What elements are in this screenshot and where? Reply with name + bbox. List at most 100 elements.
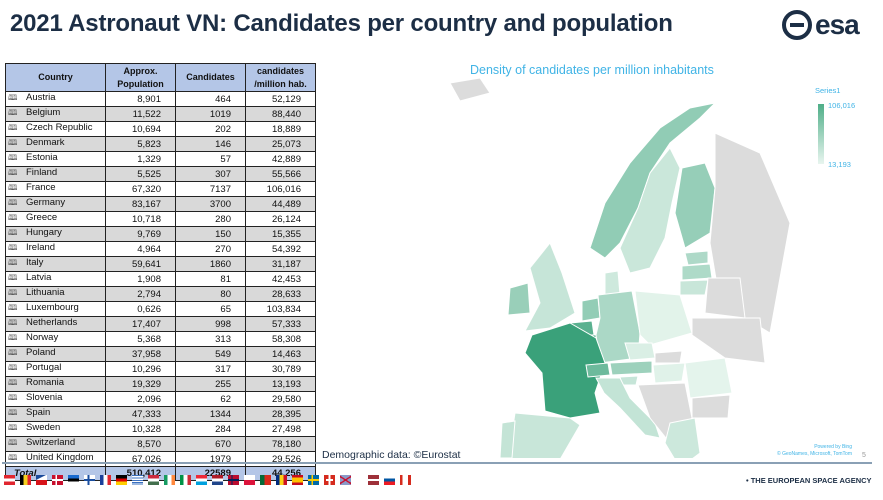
map-region-netherlands[interactable] [581,297,601,322]
cell-text: 150 [215,228,231,240]
map-region-poland[interactable] [634,290,693,346]
cell-text: 47,333 [131,408,161,420]
flag-czech-icon [36,475,47,485]
europe-choropleth-map[interactable] [320,78,870,458]
map-region-portugal[interactable] [499,420,516,458]
cell-text: Norway [26,332,59,343]
map-icon: 🕮 [8,378,18,387]
map-region-united-kingdom[interactable] [524,242,576,332]
map-region-bulgaria[interactable] [691,394,731,419]
cell-country: 🕮 Spain [5,406,106,422]
map-region-france[interactable] [524,322,606,419]
map-region-greece[interactable] [664,417,701,458]
cell-population: 67,026 [105,451,176,467]
map-region-lithuania[interactable] [679,279,709,296]
map-icon: 🕮 [8,318,18,327]
cell-country: 🕮 Lithuania [5,286,106,302]
map-region-estonia[interactable] [684,250,709,266]
cell-text: 78,180 [271,438,301,450]
map-region-ukraine[interactable] [691,317,766,364]
map-region-romania[interactable] [684,357,733,399]
cell-text: 27,498 [271,423,301,435]
cell-text: 67,320 [131,183,161,195]
cell-population: 59,641 [105,256,176,272]
footer-divider [2,462,872,464]
map-region-finland[interactable] [674,162,716,249]
esa-logo-text: esa [815,9,860,40]
cell-text: 28,633 [271,288,301,300]
cell-population: 2,794 [105,286,176,302]
cell-population: 67,320 [105,181,176,197]
cell-candidates: 65 [175,301,246,317]
table-row: 🕮 Slovenia 2,096 62 29,580 [5,391,316,407]
map-region-iceland[interactable] [449,78,491,102]
map-region-spain[interactable] [509,412,581,458]
table-row: 🕮 Sweden 10,328 284 27,498 [5,421,316,437]
map-region-ireland[interactable] [507,282,531,316]
map-region-slovakia[interactable] [654,350,683,364]
cell-text: 17,407 [131,318,161,330]
cell-candidates: 307 [175,166,246,182]
map-icon: 🕮 [8,363,18,372]
cell-text: 5,525 [137,168,161,180]
cell-text: 103,834 [266,303,301,315]
map-region-hungary[interactable] [652,362,686,384]
cell-density: 29,580 [245,391,316,407]
cell-text: Poland [26,347,56,358]
header-population: Approx. Population [105,63,176,92]
cell-text: 15,355 [271,228,301,240]
map-region-italy[interactable] [595,377,661,439]
map-region-austria[interactable] [609,360,653,376]
flag-belgium-icon [20,475,31,485]
cell-text: Finland [26,167,58,178]
cell-population: 10,718 [105,211,176,227]
cell-text: 59,641 [131,258,161,270]
map-icon: 🕮 [8,138,18,147]
cell-text: 65 [220,303,231,315]
cell-text: 10,718 [131,213,161,225]
cell-text: 317 [215,363,231,375]
cell-text: 1,329 [137,153,161,165]
legend-title: Series1 [815,86,841,95]
cell-text: 57,333 [271,318,301,330]
candidates-table: Country Approx. Population Candidates ca… [5,63,316,481]
map-region-czech-republic[interactable] [624,342,656,361]
cell-country: 🕮 Hungary [5,226,106,242]
cell-population: 8,570 [105,436,176,452]
map-icon: 🕮 [8,123,18,132]
flag-greece-icon [132,475,143,485]
cell-candidates: 313 [175,331,246,347]
map-region-denmark[interactable] [604,270,621,296]
map-icon: 🕮 [8,303,18,312]
cell-text: Austria [26,92,56,103]
cell-country: 🕮 Slovenia [5,391,106,407]
table-row: 🕮 Hungary 9,769 150 15,355 [5,226,316,242]
cell-text: 146 [215,138,231,150]
cell-text: 2,096 [137,393,161,405]
cell-density: 55,566 [245,166,316,182]
cell-population: 83,167 [105,196,176,212]
cell-text: 284 [215,423,231,435]
cell-text: 307 [215,168,231,180]
map-attribution: Powered by Bing © GeoNames, Microsoft, To… [732,444,852,458]
cell-text: 30,789 [271,363,301,375]
cell-country: 🕮 Romania [5,376,106,392]
cell-text: 10,694 [131,123,161,135]
cell-text: Lithuania [26,287,65,298]
table-row: 🕮 Germany 83,167 3700 44,489 [5,196,316,212]
map-region-latvia[interactable] [681,263,713,281]
map-region-switzerland[interactable] [585,362,611,378]
cell-population: 2,096 [105,391,176,407]
table-row: 🕮 Lithuania 2,794 80 28,633 [5,286,316,302]
cell-text: Belgium [26,107,61,118]
table-header-row: Country Approx. Population Candidates ca… [5,63,316,92]
cell-text: 1979 [209,453,231,465]
map-region-norway[interactable] [589,102,717,259]
cell-population: 0,626 [105,301,176,317]
cell-population: 19,329 [105,376,176,392]
table-row: 🕮 Netherlands 17,407 998 57,333 [5,316,316,332]
map-region-sweden[interactable] [619,147,681,274]
cell-text: Latvia [26,272,52,283]
cell-density: 78,180 [245,436,316,452]
map-region-belarus[interactable] [704,277,746,319]
